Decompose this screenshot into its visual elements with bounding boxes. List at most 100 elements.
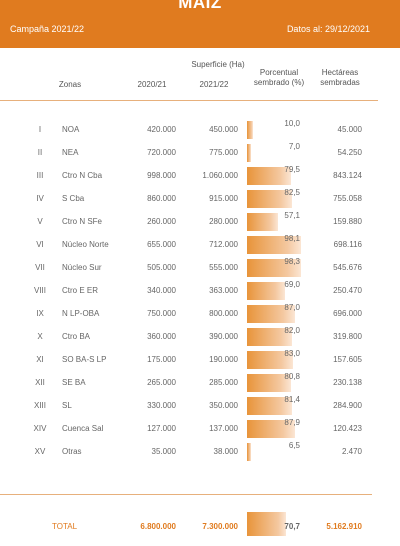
zone-name: Ctro BA — [62, 332, 91, 341]
total-2020: 6.800.000 — [140, 522, 176, 531]
pct-bar — [247, 397, 292, 415]
hectareas-value: 2.470 — [341, 447, 362, 456]
pct-value: 98,3 — [284, 257, 300, 266]
hectareas-value: 545.676 — [333, 263, 362, 272]
table-row: I NOA 420.000 450.000 10,0 45.000 — [0, 118, 400, 141]
pct-bar — [247, 213, 279, 231]
zone-name: Otras — [62, 447, 82, 456]
surface-2020: 655.000 — [147, 240, 176, 249]
hectareas-value: 54.250 — [337, 148, 362, 157]
table-row: VIII Ctro E ER 340.000 363.000 69,0 250.470 — [0, 279, 400, 302]
pct-bar — [247, 144, 251, 162]
surface-2020: 860.000 — [147, 194, 176, 203]
table-row: XII SE BA 265.000 285.000 80,8 230.138 — [0, 371, 400, 394]
surface-2021: 38.000 — [213, 447, 238, 456]
table-row: XI SO BA-S LP 175.000 190.000 83,0 157.605 — [0, 348, 400, 371]
pct-value: 7,0 — [288, 142, 300, 151]
surface-2020: 260.000 — [147, 217, 176, 226]
pct-bar — [247, 167, 291, 185]
header-divider — [0, 100, 378, 101]
surface-2020: 265.000 — [147, 378, 176, 387]
porcentual-label: Porcentual — [259, 68, 299, 77]
zone-number: V — [37, 217, 43, 226]
pct-bar — [247, 351, 293, 369]
total-row: TOTAL 6.800.000 7.300.000 70,7 5.162.910 — [0, 510, 400, 540]
zone-name: NEA — [62, 148, 79, 157]
pct-value: 69,0 — [284, 280, 300, 289]
zone-number: XI — [36, 355, 44, 364]
hectareas-value: 45.000 — [337, 125, 362, 134]
surface-2021: 800.000 — [209, 309, 238, 318]
zone-name: NOA — [62, 125, 80, 134]
pct-value: 82,0 — [284, 326, 300, 335]
hectareas-value: 120.423 — [333, 424, 362, 433]
pct-value: 80,8 — [284, 372, 300, 381]
pct-bar — [247, 259, 302, 277]
zone-name: SE BA — [62, 378, 86, 387]
zone-number: I — [38, 125, 42, 134]
zone-number: VI — [36, 240, 44, 249]
pct-value: 83,0 — [284, 349, 300, 358]
pct-value: 87,9 — [284, 418, 300, 427]
pct-bar — [247, 282, 285, 300]
table-row: XIII SL 330.000 350.000 81,4 284.900 — [0, 394, 400, 417]
pct-value: 79,5 — [284, 165, 300, 174]
zone-number: IX — [36, 309, 44, 318]
pct-bar — [247, 236, 301, 254]
surface-2020: 420.000 — [147, 125, 176, 134]
zone-number: III — [36, 171, 44, 180]
hectareas-value: 157.605 — [333, 355, 362, 364]
surface-2021: 190.000 — [209, 355, 238, 364]
surface-2020: 175.000 — [147, 355, 176, 364]
surface-2021: 712.000 — [209, 240, 238, 249]
surface-2021: 1.060.000 — [202, 171, 238, 180]
sembradas-label: sembradas — [320, 78, 360, 87]
pct-value: 10,0 — [284, 119, 300, 128]
hectareas-value: 755.058 — [333, 194, 362, 203]
table-row: IX N LP-OBA 750.000 800.000 87,0 696.000 — [0, 302, 400, 325]
zone-number: VII — [35, 263, 45, 272]
hectareas-value: 230.138 — [333, 378, 362, 387]
total-label: TOTAL — [52, 522, 78, 531]
table-row: IV S Cba 860.000 915.000 82,5 755.058 — [0, 187, 400, 210]
pct-value: 87,0 — [284, 303, 300, 312]
campaign-label: Campaña 2021/22 — [10, 24, 85, 34]
table-row: VII Núcleo Sur 505.000 555.000 98,3 545.676 — [0, 256, 400, 279]
pct-value: 81,4 — [284, 395, 300, 404]
table-row: X Ctro BA 360.000 390.000 82,0 319.800 — [0, 325, 400, 348]
surface-2021: 280.000 — [209, 217, 238, 226]
pct-bar — [247, 420, 296, 438]
page-title: MAIZ — [178, 0, 222, 12]
hectareas-label: Hectáreas — [321, 68, 359, 77]
surface-2020: 35.000 — [151, 447, 176, 456]
total-pct: 70,7 — [284, 522, 300, 531]
hectareas-value: 319.800 — [333, 332, 362, 341]
zone-number: XIV — [33, 424, 47, 433]
zone-name: SO BA-S LP — [62, 355, 107, 364]
surface-2021: 137.000 — [209, 424, 238, 433]
hectareas-header: Hectáreas sembradas — [314, 68, 366, 88]
surface-2021: 775.000 — [209, 148, 238, 157]
pct-bar — [247, 305, 295, 323]
surface-2021: 363.000 — [209, 286, 238, 295]
year1-header: 2020/21 — [137, 80, 167, 89]
hectareas-value: 250.470 — [333, 286, 362, 295]
porcentual-header: Porcentual sembrado (%) — [246, 68, 312, 88]
hectareas-value: 843.124 — [333, 171, 362, 180]
total-divider — [0, 494, 372, 495]
surface-2021: 915.000 — [209, 194, 238, 203]
surface-2020: 360.000 — [147, 332, 176, 341]
zone-name: Núcleo Norte — [62, 240, 109, 249]
hectareas-value: 696.000 — [333, 309, 362, 318]
year2-header: 2021/22 — [199, 80, 229, 89]
zone-number: XIII — [33, 401, 46, 410]
zone-name: S Cba — [62, 194, 85, 203]
total-2021: 7.300.000 — [202, 522, 238, 531]
surface-2020: 750.000 — [147, 309, 176, 318]
total-pct-bar — [247, 512, 286, 536]
zone-name: SL — [62, 401, 72, 410]
pct-bar — [247, 328, 293, 346]
pct-value: 82,5 — [284, 188, 300, 197]
pct-bar — [247, 190, 293, 208]
surface-2021: 555.000 — [209, 263, 238, 272]
